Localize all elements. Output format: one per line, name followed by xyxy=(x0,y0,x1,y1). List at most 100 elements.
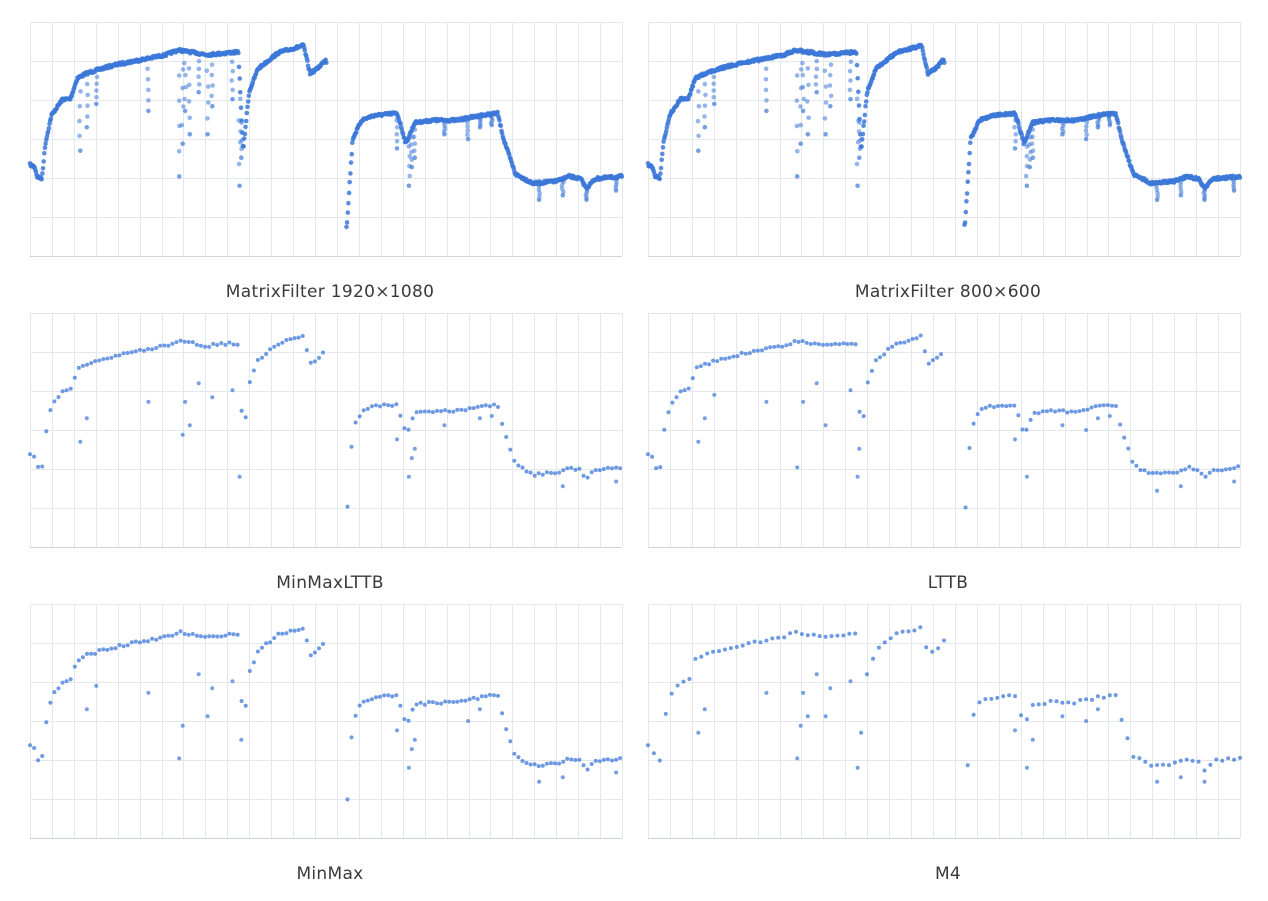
data-point xyxy=(125,351,130,355)
data-point xyxy=(1178,775,1183,780)
data-point xyxy=(133,639,138,644)
data-point xyxy=(854,51,859,56)
data-point xyxy=(924,645,929,650)
data-point xyxy=(369,404,374,409)
data-point xyxy=(1232,479,1237,484)
data-point xyxy=(390,694,395,699)
data-point xyxy=(863,99,869,104)
data-point xyxy=(906,338,911,343)
data-point xyxy=(177,98,182,103)
data-point xyxy=(394,125,400,130)
data-point xyxy=(280,340,285,345)
data-point xyxy=(435,408,439,413)
data-point xyxy=(398,121,403,126)
data-point xyxy=(324,60,329,65)
data-point xyxy=(597,468,602,473)
data-point xyxy=(804,340,809,345)
data-point xyxy=(1143,759,1148,764)
data-point xyxy=(658,165,664,171)
data-point xyxy=(239,137,245,143)
data-point xyxy=(876,645,881,650)
scatter-plot xyxy=(646,313,1241,548)
data-point xyxy=(210,395,215,400)
data-point xyxy=(496,405,500,409)
data-point xyxy=(475,697,480,702)
data-point xyxy=(349,444,354,449)
data-point xyxy=(837,342,842,347)
data-point xyxy=(828,62,834,67)
data-point xyxy=(1078,698,1083,702)
data-point xyxy=(702,416,707,421)
data-point xyxy=(659,157,664,162)
data-point xyxy=(796,339,801,344)
data-point xyxy=(483,694,488,699)
data-point xyxy=(1167,470,1171,475)
data-point xyxy=(398,413,403,418)
data-point xyxy=(215,343,220,347)
data-point xyxy=(230,68,236,74)
data-point xyxy=(613,185,618,191)
data-point xyxy=(823,634,828,639)
data-point xyxy=(939,352,943,357)
data-point xyxy=(740,643,745,648)
data-point xyxy=(238,90,243,95)
data-point xyxy=(466,719,471,723)
data-point xyxy=(1083,136,1089,142)
panel-title: LTTB xyxy=(927,573,969,593)
data-point xyxy=(237,76,242,81)
data-point xyxy=(979,407,984,411)
data-point xyxy=(1081,408,1086,413)
data-point xyxy=(46,125,52,131)
data-point xyxy=(702,125,708,130)
data-point xyxy=(465,132,470,138)
data-point xyxy=(813,74,819,79)
data-point xyxy=(693,656,698,661)
data-point xyxy=(577,757,582,762)
data-point xyxy=(711,358,716,363)
data-point xyxy=(1118,422,1123,427)
data-point xyxy=(930,649,935,654)
data-point xyxy=(1101,695,1106,700)
data-point xyxy=(966,161,972,167)
data-point xyxy=(1012,125,1017,130)
data-point xyxy=(715,359,720,364)
data-point xyxy=(190,632,195,636)
data-point xyxy=(1097,403,1102,408)
data-point xyxy=(394,146,400,151)
data-point xyxy=(422,702,427,707)
data-point xyxy=(768,345,773,350)
data-point xyxy=(409,164,415,170)
data-point xyxy=(56,395,61,400)
data-point xyxy=(763,66,769,72)
data-point xyxy=(166,633,171,638)
data-point xyxy=(805,132,811,137)
data-point xyxy=(113,353,118,358)
data-point xyxy=(782,635,787,640)
data-point xyxy=(443,699,448,704)
data-point xyxy=(508,739,513,744)
data-point xyxy=(395,437,399,442)
data-point xyxy=(84,125,90,130)
data-point xyxy=(618,756,623,761)
data-point xyxy=(1175,470,1180,475)
data-point xyxy=(800,108,806,114)
data-point xyxy=(964,191,970,196)
data-point xyxy=(230,96,235,102)
data-point xyxy=(186,99,192,104)
data-point xyxy=(80,655,85,660)
data-series xyxy=(28,334,623,509)
data-point xyxy=(764,346,768,351)
data-point xyxy=(794,629,798,634)
data-point xyxy=(654,466,659,471)
data-point xyxy=(1134,463,1139,468)
data-point xyxy=(1013,139,1018,144)
data-point xyxy=(170,341,175,346)
data-point xyxy=(394,402,399,407)
data-point xyxy=(1202,195,1207,200)
data-point xyxy=(1057,408,1062,413)
data-point xyxy=(255,358,260,362)
data-point xyxy=(251,368,256,373)
data-point xyxy=(1231,185,1236,191)
data-point xyxy=(798,104,803,109)
data-point xyxy=(1219,468,1224,473)
